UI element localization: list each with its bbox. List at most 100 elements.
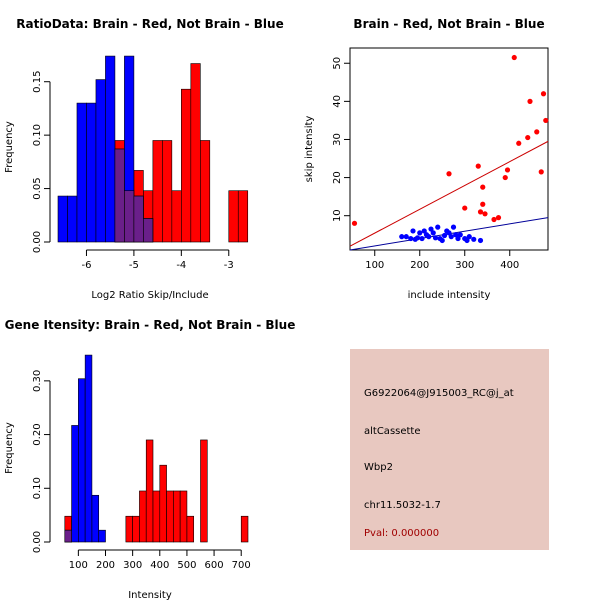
intensity-bar-not-brain — [98, 529, 106, 543]
chrom-location: chr11.5032-1.7 — [364, 500, 441, 511]
intensity-bar-brain — [186, 515, 195, 543]
intensity-y-axis: 0.00 0.10 0.20 0.30 — [32, 370, 51, 553]
scatter-point-not-brain — [435, 224, 441, 230]
intensity-y-tick-label: 0.30 — [32, 370, 43, 392]
ratio-bar-brain — [162, 140, 173, 243]
scatter-y-axis: 10 20 30 40 50 — [332, 57, 351, 222]
scatter-point-not-brain — [408, 235, 414, 242]
intensity-x-tick-label: 100 — [69, 560, 88, 571]
scatter-point-not-brain — [426, 234, 432, 240]
scatter-point-brain — [504, 167, 511, 173]
scatter-x-tick-label: 300 — [455, 260, 474, 271]
intensity-y-tick-label: 0.20 — [32, 423, 43, 445]
intensity-bar-not-brain — [78, 378, 86, 543]
scatter-point-not-brain — [403, 234, 409, 240]
scatter-point-brain — [491, 216, 497, 223]
intensity-bar-brain — [179, 490, 188, 543]
ratio-title: RatioData: Brain - Red, Not Brain - Blue — [16, 17, 283, 31]
scatter-point-not-brain — [446, 230, 452, 236]
scatter-point-not-brain — [466, 234, 472, 240]
scatter-ylabel: skip intensity — [304, 116, 315, 183]
scatter-frame — [349, 47, 549, 251]
intensity-x-tick-label: 500 — [177, 560, 196, 571]
intensity-scatter: Brain - Red, Not Brain - Blue 100 200 300 4… — [304, 17, 549, 301]
scatter-point-not-brain — [430, 230, 436, 236]
intensity-bars — [64, 354, 249, 543]
scatter-points — [351, 54, 549, 244]
intensity-bar-brain — [159, 464, 167, 543]
scatter-point-brain — [538, 169, 544, 175]
intensity-x-tick-label: 200 — [96, 560, 115, 571]
scatter-x-tick-label: 200 — [410, 260, 429, 271]
ratio-bars — [57, 55, 249, 243]
scatter-point-not-brain — [455, 235, 461, 242]
scatter-point-brain — [525, 134, 531, 141]
info-background — [350, 349, 549, 550]
ratio-bar-overlap — [133, 195, 144, 243]
scatter-point-not-brain — [432, 235, 439, 241]
ratio-x-tick-label: -4 — [176, 260, 186, 271]
ratio-x-tick-label: -3 — [224, 260, 234, 271]
scatter-point-brain — [446, 171, 452, 177]
ratio-x-tick-label: -6 — [81, 260, 91, 271]
ratio-ylabel: Frequency — [4, 121, 15, 173]
ratio-bar-overlap — [114, 148, 125, 243]
event-type: altCassette — [364, 426, 421, 437]
ratio-bar-overlap — [124, 190, 135, 243]
intensity-title: Gene Itensity: Brain - Red, Not Brain - … — [5, 318, 296, 332]
ratio-bar-not-brain — [86, 102, 97, 243]
ratio-x-axis: -6 -5 -4 -3 — [81, 249, 234, 271]
ratio-bar-not-brain — [76, 102, 87, 243]
scatter-x-tick-label: 400 — [500, 260, 519, 271]
scatter-point-not-brain — [448, 234, 454, 240]
intensity-x-axis: 100 200 300 400 500 600 700 — [69, 549, 251, 571]
intensity-bar-brain — [152, 490, 161, 543]
intensity-histogram: Gene Itensity: Brain - Red, Not Brain - … — [4, 318, 295, 600]
ratio-bar-brain — [181, 88, 192, 243]
intensity-bar-brain — [125, 515, 133, 543]
scatter-point-brain — [527, 98, 533, 104]
probe-id: G6922064@J915003_RC@j_at — [364, 388, 514, 399]
scatter-point-brain — [480, 201, 486, 207]
ratio-y-tick-label: 0.15 — [32, 71, 43, 93]
scatter-title: Brain - Red, Not Brain - Blue — [353, 17, 544, 31]
ratio-bar-not-brain — [67, 195, 78, 243]
ratio-y-tick-label: 0.00 — [32, 231, 43, 253]
scatter-point-brain — [543, 117, 549, 124]
intensity-x-tick-label: 700 — [232, 560, 251, 571]
scatter-point-brain — [534, 129, 540, 135]
scatter-point-brain — [462, 205, 468, 211]
ratio-bar-brain — [200, 140, 211, 243]
intensity-x-tick-label: 600 — [205, 560, 224, 571]
gene-name: Wbp2 — [364, 462, 393, 473]
intensity-bar-not-brain — [91, 494, 100, 543]
scatter-y-tick-label: 30 — [332, 133, 343, 146]
ratio-bar-not-brain — [105, 55, 116, 243]
ratio-histogram: RatioData: Brain - Red, Not Brain - Blue… — [4, 17, 284, 301]
ratio-bar-not-brain — [57, 195, 68, 243]
scatter-point-not-brain — [471, 236, 477, 242]
intensity-bar-brain — [166, 490, 174, 543]
ratio-bar-brain — [152, 140, 163, 243]
intensity-bar-brain — [132, 515, 140, 543]
ratio-bar-brain — [237, 190, 249, 243]
ratio-bar-brain — [228, 190, 239, 243]
scatter-fit-line — [349, 140, 549, 247]
scatter-point-brain — [495, 215, 502, 221]
info-panel: G6922064@J915003_RC@j_at altCassette Wbp… — [350, 349, 549, 550]
scatter-x-axis: 100 200 300 400 — [365, 249, 519, 271]
ratio-bar-brain — [171, 190, 182, 243]
ratio-y-tick-label: 0.10 — [32, 124, 43, 146]
intensity-bar-overlap — [64, 529, 72, 543]
ratio-bar-brain — [190, 63, 201, 243]
scatter-point-not-brain — [399, 234, 405, 240]
scatter-y-tick-label: 40 — [332, 95, 343, 108]
scatter-point-not-brain — [439, 237, 445, 244]
scatter-point-brain — [540, 91, 547, 97]
scatter-point-not-brain — [457, 232, 463, 238]
ratio-bar-not-brain — [95, 79, 106, 243]
scatter-point-not-brain — [419, 235, 425, 242]
intensity-x-tick-label: 300 — [123, 560, 142, 571]
intensity-bar-brain — [145, 439, 154, 543]
